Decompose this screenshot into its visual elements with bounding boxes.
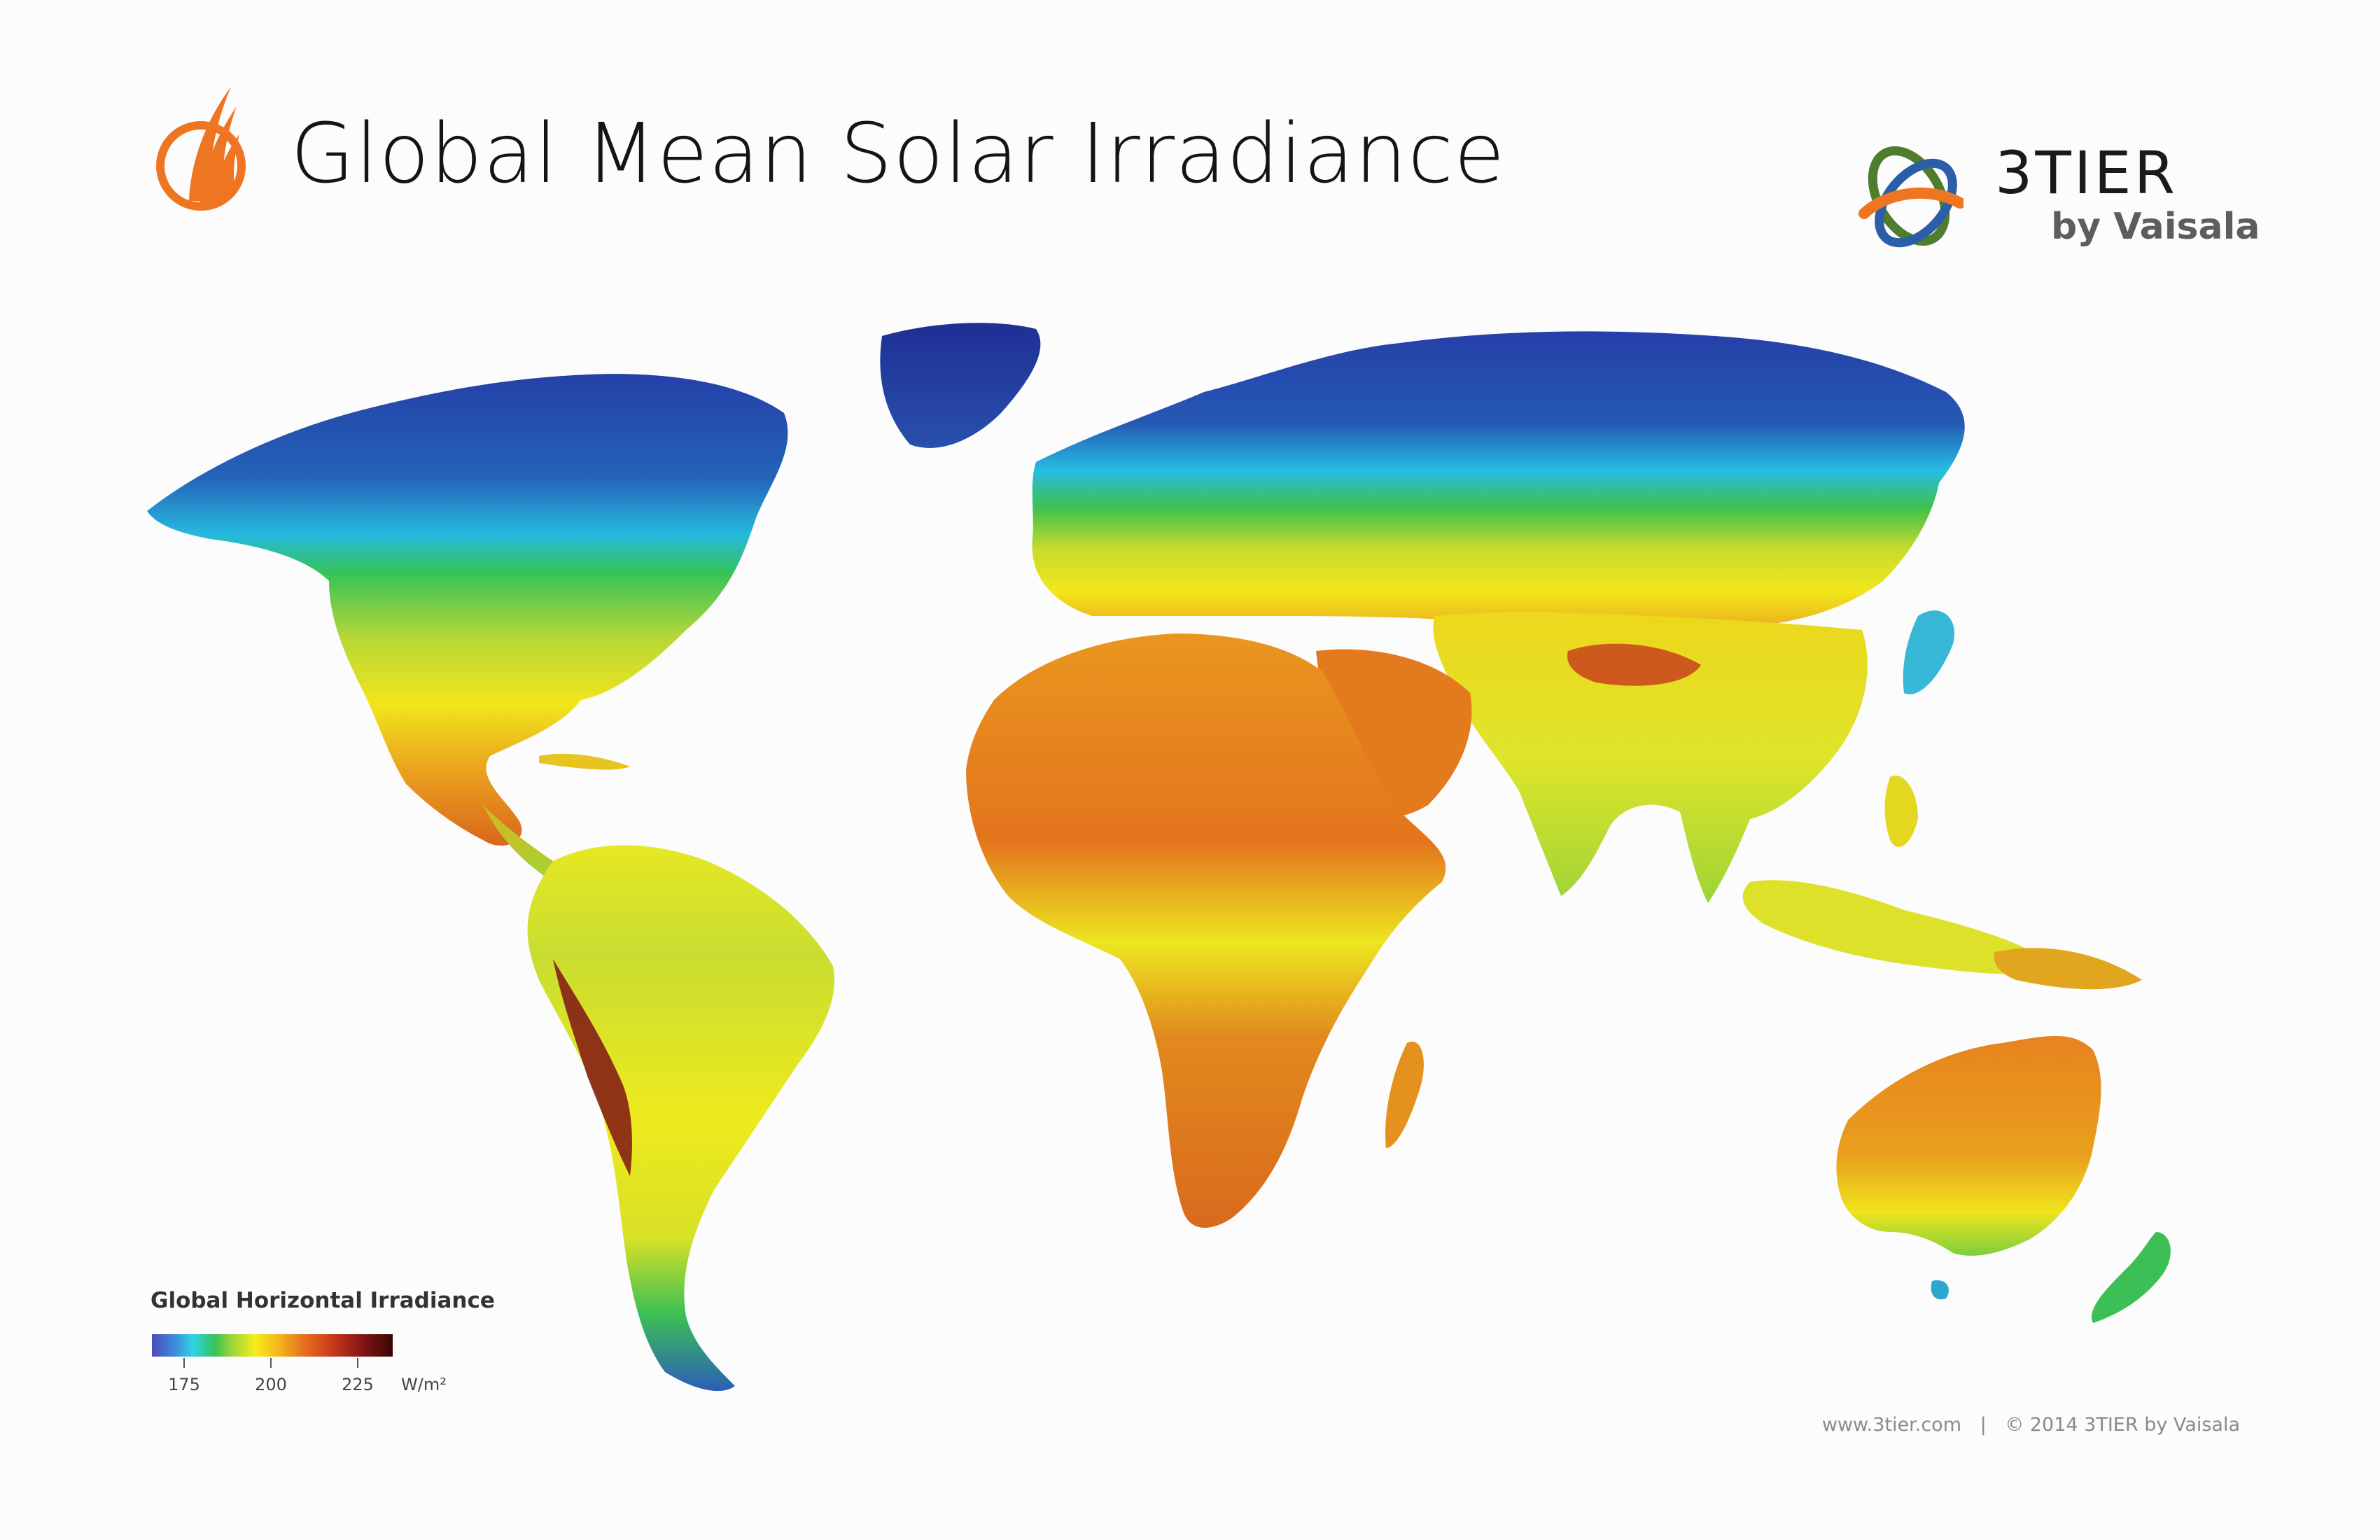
legend-title: Global Horizontal Irradiance xyxy=(150,1288,495,1313)
eurasia-north xyxy=(1032,331,1965,635)
southeast-asia-islands xyxy=(1742,880,2058,974)
tibet-high-irradiance xyxy=(1567,643,1701,686)
africa xyxy=(966,634,1446,1228)
new-guinea xyxy=(1994,948,2142,990)
brand-name: 3TIER xyxy=(1995,139,2178,207)
legend-tick-mark xyxy=(357,1358,358,1368)
japan xyxy=(1903,610,1954,694)
footer-credits: www.3tier.com | © 2014 3TIER by Vaisala xyxy=(1822,1414,2240,1436)
australia xyxy=(1836,1036,2101,1256)
copyright-text: © 2014 3TIER by Vaisala xyxy=(2005,1414,2240,1436)
greenland xyxy=(880,323,1041,448)
tasmania xyxy=(1931,1280,1949,1300)
north-america xyxy=(147,374,788,846)
legend-unit: W/m² xyxy=(401,1375,447,1394)
legend-color-scale xyxy=(152,1334,393,1357)
asia-south xyxy=(1433,612,1868,903)
legend-tick-label: 200 xyxy=(255,1375,287,1394)
3tier-orbit-logo xyxy=(1858,146,1963,248)
irradiance-legend: Global Horizontal Irradiance 175 200 225… xyxy=(150,1288,495,1400)
legend-tick-label: 175 xyxy=(168,1375,200,1394)
footer-separator: | xyxy=(1980,1414,1987,1436)
south-america xyxy=(527,845,834,1392)
andes-high-irradiance xyxy=(553,959,632,1176)
legend-tick-label: 225 xyxy=(342,1375,374,1394)
solar-flame-icon xyxy=(156,87,246,211)
caribbean xyxy=(539,753,630,770)
brand-subtitle: by Vaisala xyxy=(2051,206,2260,248)
philippines xyxy=(1884,776,1918,847)
website-link[interactable]: www.3tier.com xyxy=(1821,1414,1961,1436)
legend-tick-mark xyxy=(270,1358,272,1368)
madagascar xyxy=(1385,1042,1424,1148)
new-zealand xyxy=(2092,1232,2171,1323)
page-title: Global Mean Solar Irradiance xyxy=(290,105,1506,202)
legend-tick-mark xyxy=(183,1358,185,1368)
irradiance-world-map xyxy=(147,323,2171,1392)
